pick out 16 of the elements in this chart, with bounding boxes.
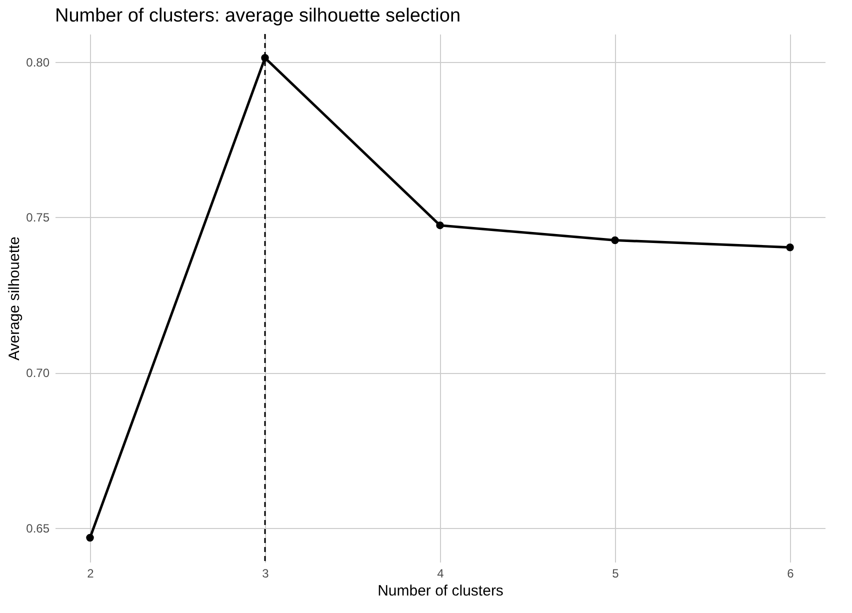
y-axis-title: Average silhouette [6,236,24,360]
y-tick-label: 0.75 [26,210,50,225]
y-tick-label: 0.80 [26,55,50,70]
y-tick-label: 0.70 [26,366,50,380]
chart-title: Number of clusters: average silhouette selection [55,5,461,26]
x-tick-label: 3 [262,566,270,580]
y-tick-label: 0.65 [26,521,50,536]
x-axis-title: Number of clusters [378,582,504,600]
point [86,534,94,542]
x-tick-label: 5 [612,566,620,580]
point [786,244,794,252]
point [436,221,444,230]
point [611,236,619,244]
x-tick-label: 2 [87,566,94,580]
x-tick-label: 4 [437,566,444,580]
x-tick-label: 6 [787,566,794,580]
